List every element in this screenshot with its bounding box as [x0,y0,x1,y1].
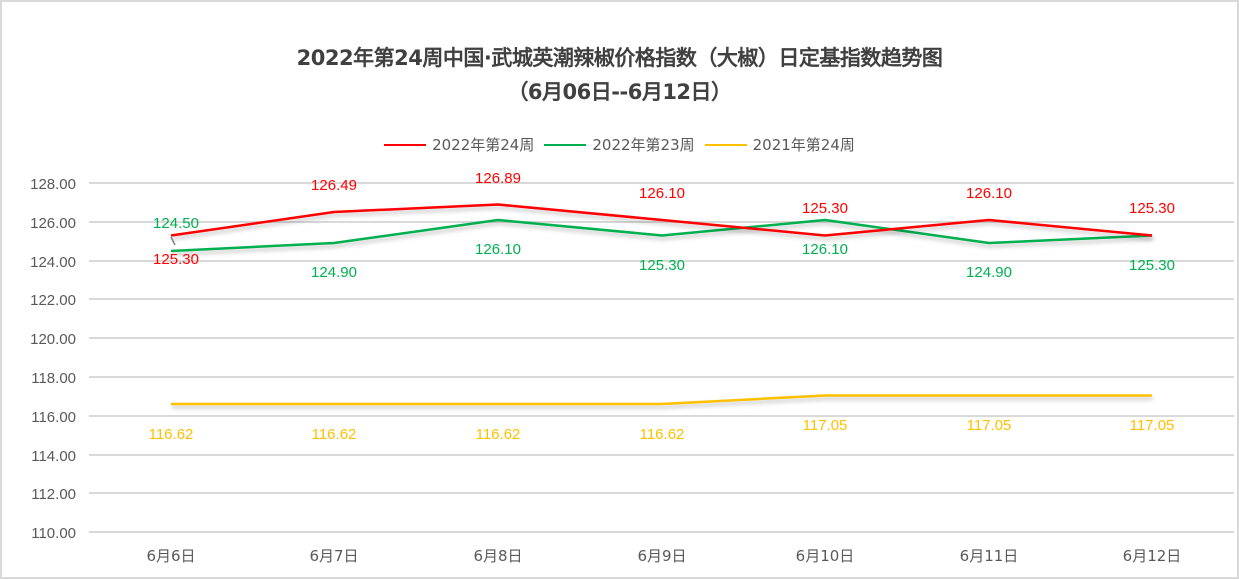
data-label: 126.89 [475,170,521,187]
x-tick: 6月9日 [637,547,686,565]
legend-line-icon-green [544,143,587,146]
data-label: 116.62 [312,426,357,443]
data-label: 117.05 [1130,417,1175,434]
data-label: 117.05 [803,417,848,434]
data-label: 125.30 [639,257,685,274]
label-leader-line [170,236,176,246]
legend-item-2021-wk24[interactable]: 2021年第24周 [704,134,855,155]
legend-label: 2022年第23周 [592,136,695,154]
legend-line-icon-yellow [704,143,747,146]
x-axis: 6月6日 6月7日 6月8日 6月9日 6月10日 6月11日 6月12日 [146,547,1181,565]
x-tick: 6月7日 [309,547,358,565]
legend-label: 2022年第24周 [432,136,535,154]
data-label: 126.10 [966,185,1012,202]
data-label: 116.62 [149,426,194,443]
data-label: 126.10 [639,185,685,202]
chart-title: 2022年第24周中国·武城英潮辣椒价格指数（大椒）日定基指数趋势图 [296,46,943,70]
data-label: 125.30 [1129,200,1175,217]
data-label: 124.50 [153,215,199,232]
y-tick: 126.00 [30,215,76,232]
legend-label: 2021年第24周 [752,136,855,154]
data-label: 124.90 [311,264,357,281]
y-tick: 112.00 [31,486,76,503]
series-line-2021-wk24 [171,394,1152,406]
data-label: 125.30 [1129,257,1175,274]
data-labels-2022-wk24: 125.30 126.49 126.89 126.10 125.30 126.1… [153,170,1175,268]
series-line-2022-wk23 [170,218,1153,253]
legend-item-2022-wk24[interactable]: 2022年第24周 [384,134,534,155]
data-label: 125.30 [802,200,848,217]
legend: 2022年第24周 2022年第23周 2021年第24周 [0,134,1239,155]
gridlines [89,182,1234,533]
data-label: 126.49 [311,177,357,194]
data-labels-2022-wk23: 124.50 124.90 126.10 125.30 126.10 124.9… [153,215,1175,281]
x-tick: 6月8日 [473,547,522,565]
y-tick: 116.00 [31,409,76,426]
data-label: 125.30 [153,251,199,268]
data-label: 126.10 [802,241,848,258]
y-tick: 114.00 [31,448,76,465]
data-label: 124.90 [966,264,1012,281]
x-tick: 6月10日 [796,547,855,565]
chart-subtitle: （6月06日--6月12日） [507,80,732,104]
data-label: 117.05 [967,417,1012,434]
data-label: 116.62 [640,426,685,443]
x-tick: 6月12日 [1123,547,1182,565]
data-label: 116.62 [476,426,521,443]
y-axis: 128.00 126.00 124.00 122.00 120.00 118.0… [30,176,76,542]
x-tick: 6月11日 [960,547,1019,565]
data-labels-2021-wk24: 116.62 116.62 116.62 116.62 117.05 117.0… [149,417,1175,443]
series-line-2022-wk24 [170,203,1153,237]
y-tick: 110.00 [31,525,76,542]
x-tick: 6月6日 [146,547,195,565]
data-label: 126.10 [475,241,521,258]
y-tick: 120.00 [30,331,76,348]
y-tick: 122.00 [30,292,76,309]
y-tick: 118.00 [31,370,76,387]
legend-line-icon-red [384,143,427,146]
legend-item-2022-wk23[interactable]: 2022年第23周 [544,134,695,155]
y-tick: 128.00 [30,176,76,193]
y-tick: 124.00 [30,254,76,271]
